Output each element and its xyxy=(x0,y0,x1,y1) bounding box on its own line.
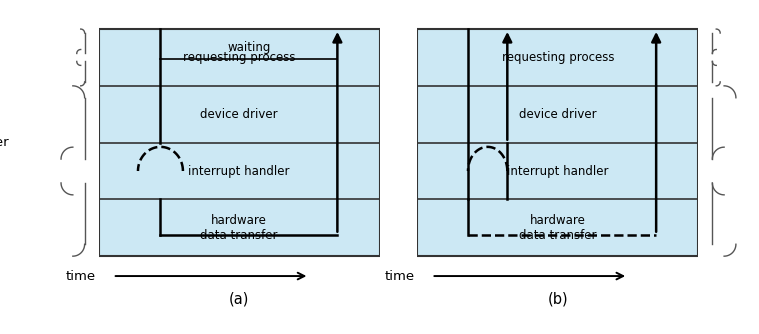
Text: kernel user: kernel user xyxy=(0,136,9,149)
Text: requesting process: requesting process xyxy=(502,51,614,64)
Bar xyxy=(417,29,698,256)
Text: (b): (b) xyxy=(547,291,568,306)
Text: (a): (a) xyxy=(229,291,249,306)
Text: device driver: device driver xyxy=(519,108,597,121)
Text: time: time xyxy=(66,270,96,283)
Text: waiting: waiting xyxy=(227,41,271,54)
Text: time: time xyxy=(385,270,414,283)
Bar xyxy=(99,29,380,256)
Text: device driver: device driver xyxy=(200,108,278,121)
Text: hardware
data transfer: hardware data transfer xyxy=(200,214,278,242)
Text: interrupt handler: interrupt handler xyxy=(188,165,290,177)
Text: interrupt handler: interrupt handler xyxy=(507,165,609,177)
Text: requesting process: requesting process xyxy=(183,51,295,64)
Text: hardware
data transfer: hardware data transfer xyxy=(519,214,597,242)
